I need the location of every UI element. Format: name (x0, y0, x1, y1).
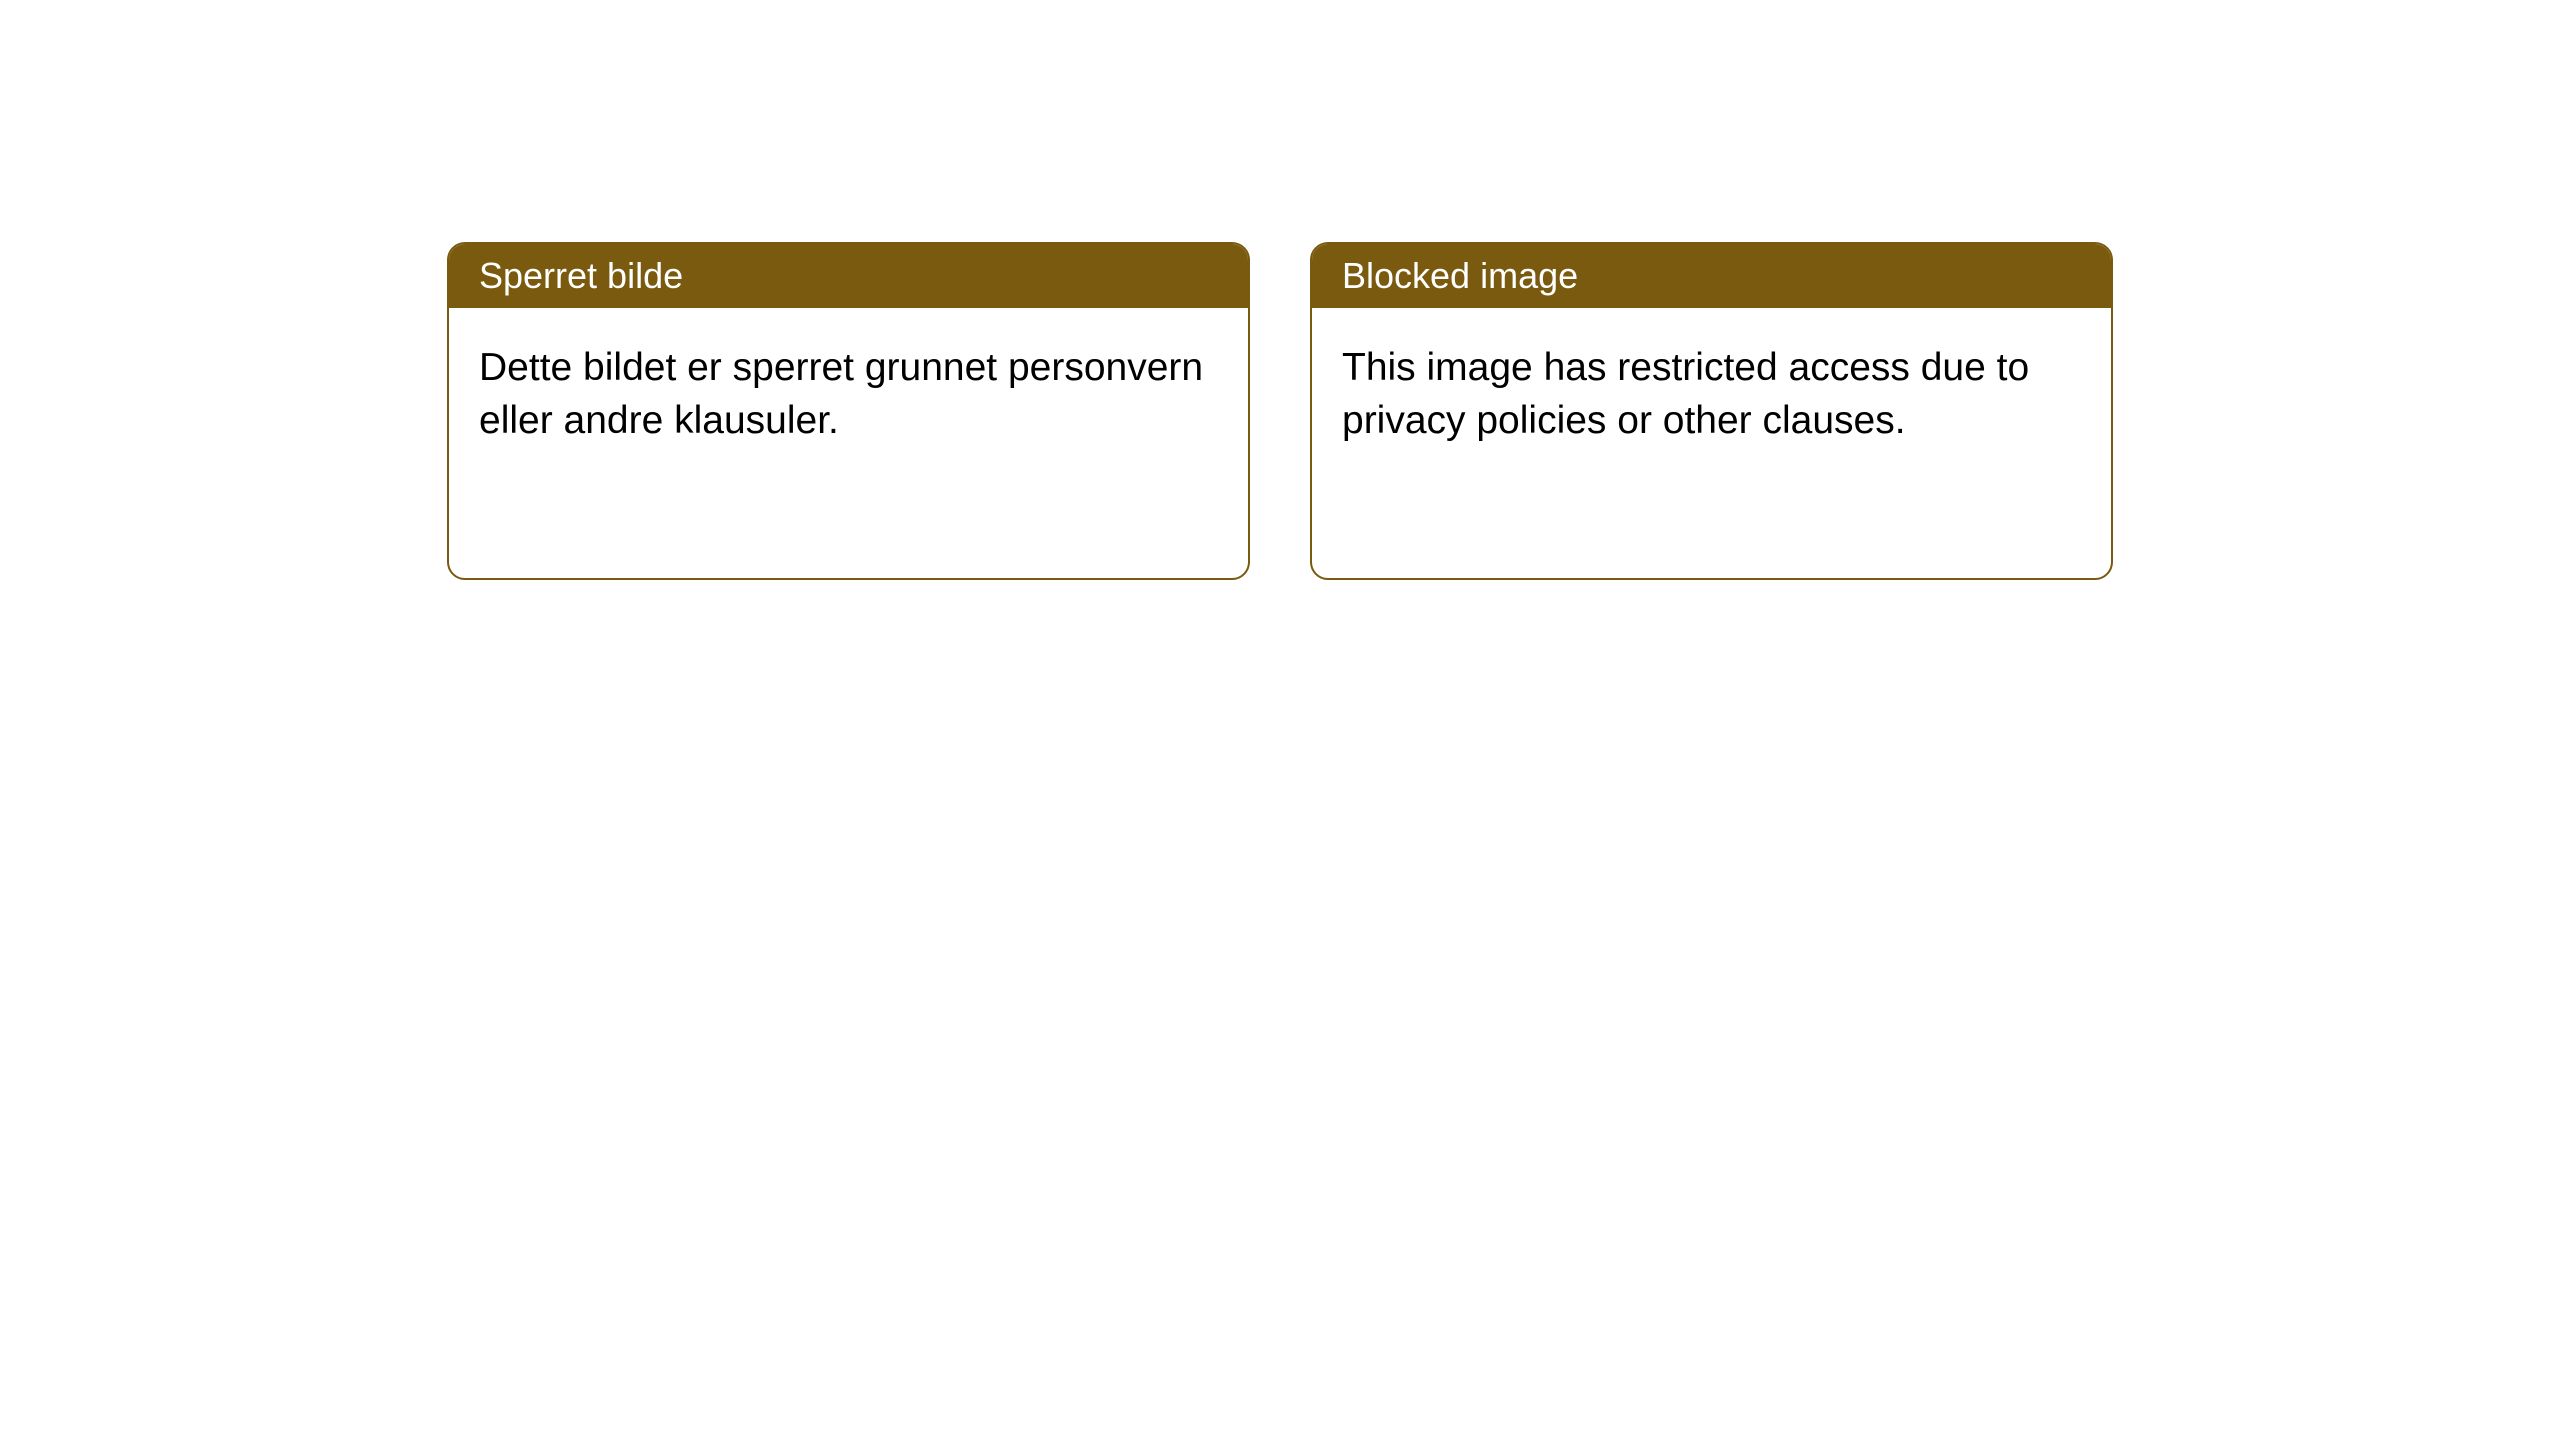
card-body-text: Dette bildet er sperret grunnet personve… (479, 346, 1203, 442)
card-body: This image has restricted access due to … (1312, 308, 2111, 481)
card-title: Blocked image (1342, 255, 1578, 296)
card-header: Sperret bilde (449, 244, 1248, 308)
blocked-image-card-english: Blocked image This image has restricted … (1310, 242, 2113, 580)
card-title: Sperret bilde (479, 255, 683, 296)
card-header: Blocked image (1312, 244, 2111, 308)
card-body-text: This image has restricted access due to … (1342, 346, 2029, 442)
blocked-image-card-norwegian: Sperret bilde Dette bildet er sperret gr… (447, 242, 1250, 580)
card-body: Dette bildet er sperret grunnet personve… (449, 308, 1248, 481)
notice-container: Sperret bilde Dette bildet er sperret gr… (447, 242, 2113, 580)
